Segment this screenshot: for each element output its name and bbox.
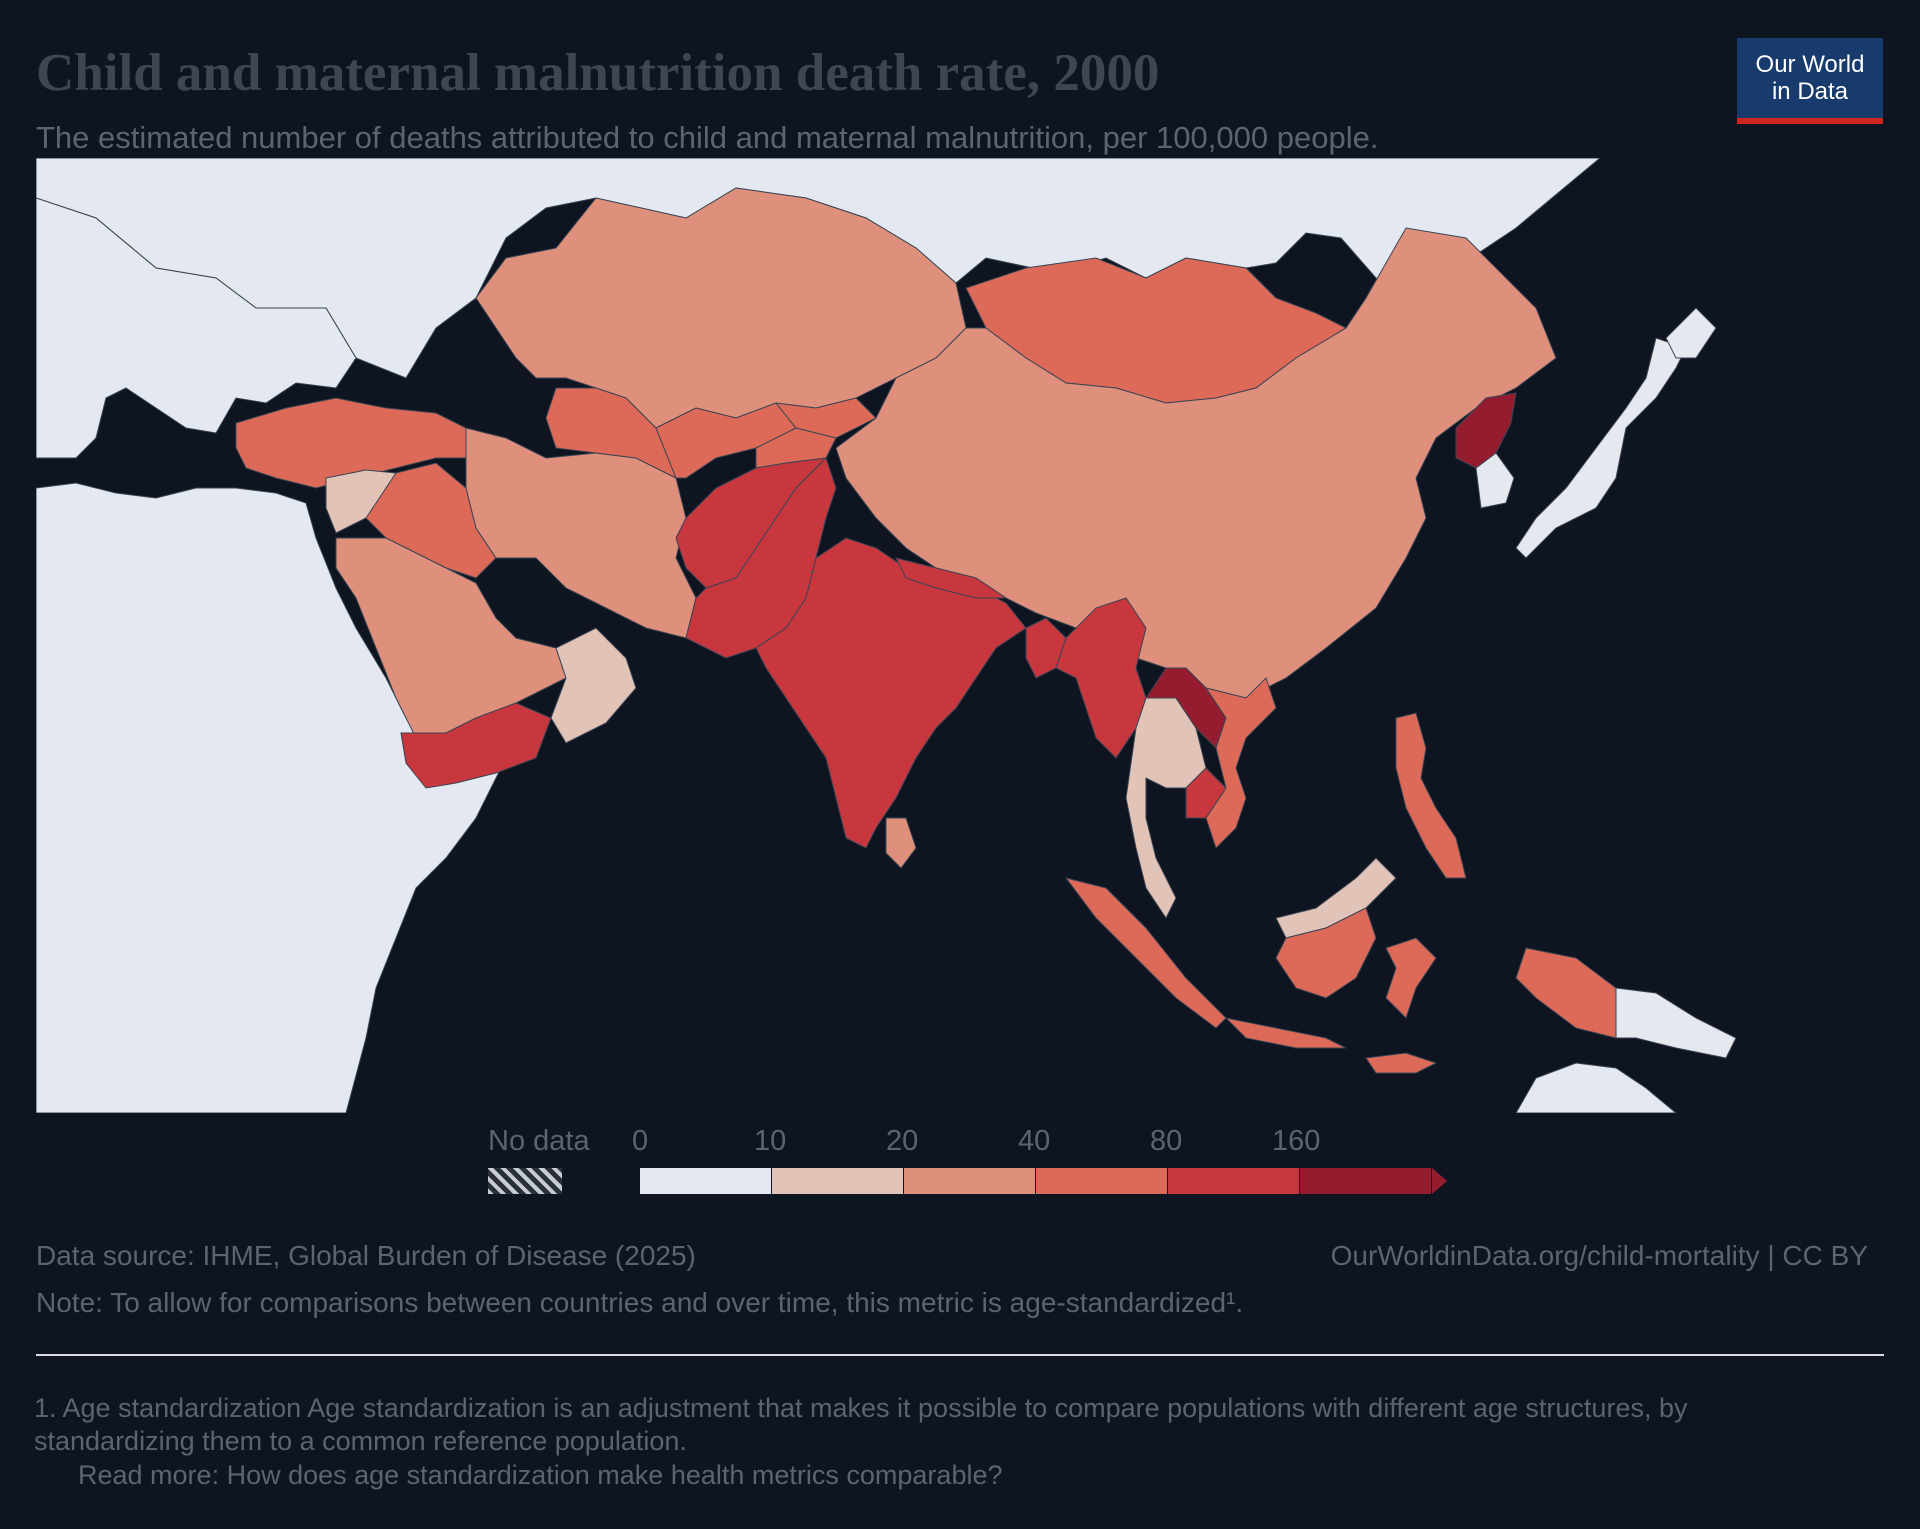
legend-tick-10: 10 <box>754 1125 787 1157</box>
legend-arrow-icon <box>1432 1168 1447 1194</box>
region-papua-new-guinea[interactable] <box>1615 987 1737 1059</box>
region-north-korea[interactable] <box>1455 392 1517 469</box>
region-indonesia-borneo[interactable] <box>1275 907 1377 999</box>
region-australia[interactable] <box>1515 1062 1677 1113</box>
region-sri-lanka[interactable] <box>885 817 917 869</box>
choropleth-map <box>36 158 1882 1113</box>
read-more-link[interactable]: Read more: How does age standardization … <box>78 1460 1003 1490</box>
legend-bin-20-40[interactable] <box>904 1168 1036 1194</box>
legend-tick-40: 40 <box>1018 1125 1051 1157</box>
chart-subtitle: The estimated number of deaths attribute… <box>36 120 1379 155</box>
source-url-link[interactable]: OurWorldinData.org/child-mortality | CC … <box>1330 1240 1868 1271</box>
region-nepal[interactable] <box>895 557 1008 599</box>
logo-line-1: Our World <box>1755 51 1865 78</box>
legend-tick-160: 160 <box>1272 1125 1321 1157</box>
region-cambodia[interactable] <box>1185 767 1227 819</box>
footnote-age-standardization: 1. Age standardization Age standardizati… <box>34 1393 1688 1456</box>
region-indonesia-java[interactable] <box>1224 1017 1347 1049</box>
data-source: Data source: IHME, Global Burden of Dise… <box>36 1240 696 1271</box>
legend-bin-80-160[interactable] <box>1168 1168 1300 1194</box>
legend-bin-10-20[interactable] <box>772 1168 904 1194</box>
region-turkey[interactable] <box>235 397 477 489</box>
region-vietnam[interactable] <box>1204 677 1277 849</box>
logo-line-2: in Data <box>1771 78 1849 105</box>
owid-logo[interactable]: Our World in Data <box>1737 38 1883 124</box>
region-indonesia-sulawesi[interactable] <box>1385 937 1437 1019</box>
chart-title: Child and maternal malnutrition death ra… <box>36 44 1160 102</box>
region-turkmenistan[interactable] <box>545 387 677 480</box>
legend-tick-80: 80 <box>1150 1125 1183 1157</box>
region-kazakhstan[interactable] <box>475 187 967 429</box>
region-indonesia-sumatra[interactable] <box>1064 877 1227 1029</box>
map-legend: No data 0 10 20 40 80 160 <box>480 1122 1447 1202</box>
legend-no-data-swatch[interactable] <box>488 1168 562 1194</box>
region-oman[interactable] <box>550 627 637 744</box>
region-indonesia-papua[interactable] <box>1515 947 1617 1039</box>
legend-color-scale <box>640 1168 1447 1194</box>
legend-bin-160-plus[interactable] <box>1300 1168 1432 1194</box>
region-europe[interactable] <box>36 197 357 459</box>
chart-note: Note: To allow for comparisons between c… <box>36 1287 1244 1318</box>
region-yemen[interactable] <box>400 702 552 789</box>
region-indonesia-east[interactable] <box>1365 1052 1438 1074</box>
legend-no-data-label: No data <box>488 1125 590 1157</box>
legend-bin-0-10[interactable] <box>640 1168 772 1194</box>
legend-bin-40-80[interactable] <box>1036 1168 1168 1194</box>
region-japan-north[interactable] <box>1665 307 1717 359</box>
region-philippines[interactable] <box>1395 712 1467 879</box>
footer-divider <box>36 1354 1884 1356</box>
region-south-korea[interactable] <box>1475 452 1515 509</box>
legend-tick-0: 0 <box>632 1125 649 1157</box>
legend-tick-20: 20 <box>886 1125 919 1157</box>
